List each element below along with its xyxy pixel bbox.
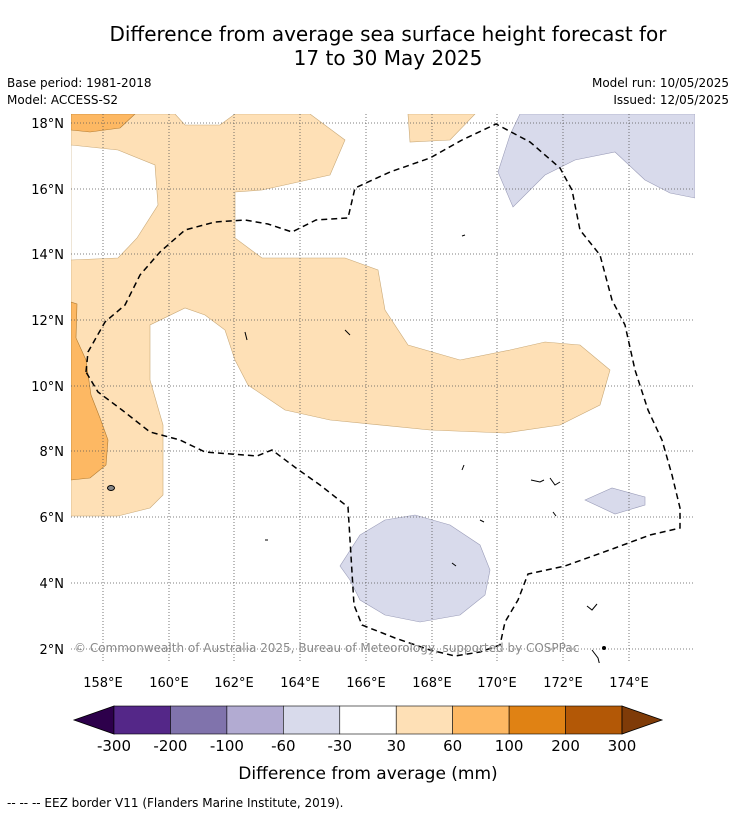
island-coastlines [107, 234, 606, 663]
lon-label: 172°E [543, 676, 583, 691]
lat-label: 14°N [31, 248, 64, 263]
lon-label: 164°E [280, 676, 320, 691]
lat-label: 16°N [31, 183, 64, 198]
anomaly-region-60-100-west [71, 301, 109, 481]
lat-label: 6°N [40, 511, 65, 526]
map-area [71, 114, 695, 663]
colorbar-segment [226, 705, 284, 735]
lon-label: 170°E [477, 676, 517, 691]
lat-label: 10°N [31, 380, 64, 395]
lon-label: 168°E [412, 676, 452, 691]
map-title: Difference from average sea surface heig… [60, 22, 716, 70]
anomaly-region-neg30-neg60-east [584, 487, 646, 515]
colorbar: -300 -200 -100 -60 -30 30 60 100 200 300 [72, 705, 664, 755]
lon-label: 160°E [149, 676, 189, 691]
colorbar-segment [339, 705, 397, 735]
colorbar-tick-label: 30 [387, 737, 406, 755]
anomaly-region-neg30-neg60-south [339, 514, 491, 623]
meta-right: Model run: 10/05/2025 Issued: 12/05/2025 [592, 75, 729, 109]
lat-label: 4°N [40, 577, 65, 592]
eez-border [85, 123, 681, 657]
graticule [71, 114, 695, 663]
eez-legend-note: -- -- -- EEZ border V11 (Flanders Marine… [7, 796, 344, 810]
copyright-notice: © Commonwealth of Australia 2025, Bureau… [74, 641, 580, 655]
colorbar-extend-low [72, 705, 115, 735]
colorbar-tick-label: -200 [153, 737, 187, 755]
anomaly-region-30-60-north [407, 114, 476, 143]
colorbar-tick-label: 200 [551, 737, 580, 755]
lat-label: 12°N [31, 314, 64, 329]
issued-date: Issued: 12/05/2025 [613, 93, 729, 107]
lon-label: 174°E [609, 676, 649, 691]
colorbar-tick-label: 300 [608, 737, 637, 755]
colorbar-segment [170, 705, 228, 735]
base-period: Base period: 1981-2018 [7, 76, 152, 90]
colorbar-tick-label: 60 [443, 737, 462, 755]
latitude-labels: 18°N 16°N 14°N 12°N 10°N 8°N 6°N 4°N 2°N [31, 117, 64, 658]
lon-label: 162°E [214, 676, 254, 691]
lat-label: 18°N [31, 117, 64, 132]
lon-label: 166°E [346, 676, 386, 691]
model-run: Model run: 10/05/2025 [591, 76, 729, 90]
colorbar-segment [565, 705, 623, 735]
colorbar-extend-high [621, 705, 664, 735]
colorbar-segment [113, 705, 171, 735]
lat-label: 2°N [40, 643, 65, 658]
colorbar-tick-label: -100 [210, 737, 244, 755]
colorbar-segment [283, 705, 341, 735]
anomaly-region-neg30-neg60-northeast [497, 114, 695, 208]
colorbar-label: Difference from average (mm) [238, 764, 498, 784]
colorbar-tick-label: -60 [271, 737, 296, 755]
colorbar-tick-label: 100 [495, 737, 524, 755]
anomaly-region-30-60-west [71, 114, 611, 517]
colorbar-segment [508, 705, 566, 735]
lat-label: 8°N [40, 445, 65, 460]
title-line-1: Difference from average sea surface heig… [109, 22, 667, 46]
meta-left: Base period: 1981-2018 Model: ACCESS-S2 [7, 75, 152, 109]
colorbar-tick-label: -30 [328, 737, 353, 755]
model-name: Model: ACCESS-S2 [7, 93, 119, 107]
colorbar-segment [395, 705, 453, 735]
title-line-2: 17 to 30 May 2025 [293, 46, 483, 70]
longitude-labels: 158°E 160°E 162°E 164°E 166°E 168°E 170°… [83, 676, 649, 691]
colorbar-segment [452, 705, 510, 735]
lon-label: 158°E [83, 676, 123, 691]
colorbar-tick-label: -300 [97, 737, 131, 755]
